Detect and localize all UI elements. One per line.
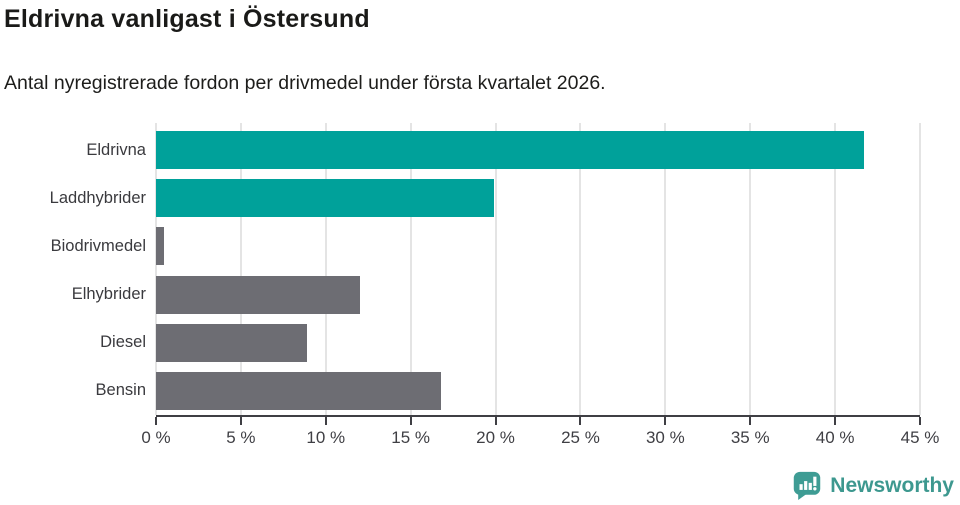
axis-tick xyxy=(155,417,157,425)
gridline xyxy=(239,123,242,415)
bar xyxy=(156,275,360,314)
category-label: Biodrivmedel xyxy=(50,236,146,255)
bar xyxy=(156,131,864,170)
gridline xyxy=(834,123,837,415)
axis-tick xyxy=(834,417,837,425)
bar-row xyxy=(156,319,920,367)
category-axis: Eldrivna Laddhybrider Biodrivmedel Elhybrid… xyxy=(0,126,146,415)
axis-tick xyxy=(409,417,412,425)
bar xyxy=(156,179,494,218)
category-label: Bensin xyxy=(95,381,146,400)
bar-row xyxy=(156,270,920,318)
gridline xyxy=(919,123,921,415)
axis-tick-label: 30 % xyxy=(645,428,685,447)
axis-tick-label: 10 % xyxy=(306,428,346,447)
axis-tick xyxy=(239,417,242,425)
axis-tick-label: 5 % xyxy=(226,428,256,447)
gridline xyxy=(579,123,582,415)
newsworthy-brand-text: Newsworthy xyxy=(830,473,954,497)
gridline xyxy=(749,123,752,415)
axis-tick xyxy=(324,417,327,425)
bar-chart-speech-bubble-icon xyxy=(794,471,821,501)
gridline xyxy=(664,123,667,415)
newsworthy-logo: Newsworthy xyxy=(792,470,954,501)
gridline xyxy=(494,123,497,415)
axis-tick-label: 45 % xyxy=(900,428,940,447)
bar-row xyxy=(156,222,920,270)
axis-tick xyxy=(494,417,497,425)
category-label: Eldrivna xyxy=(86,140,146,159)
bars xyxy=(156,126,920,415)
axis-tick-label: 40 % xyxy=(815,428,855,447)
x-axis: 0 % 5 % 10 % 15 % 20 % 25 % 30 % 35 % 40 % 45 % xyxy=(141,415,939,447)
axis-tick-label: 20 % xyxy=(476,428,515,447)
gridlines xyxy=(155,123,921,415)
gridline xyxy=(155,123,157,415)
axis-tick-label: 15 % xyxy=(391,428,431,447)
bar xyxy=(156,227,165,266)
gridline xyxy=(409,123,412,415)
category-label: Diesel xyxy=(100,333,146,352)
chart-title: Eldrivna vanligast i Östersund xyxy=(4,5,370,33)
category-label: Laddhybrider xyxy=(49,188,146,207)
chart-subtitle: Antal nyregistrerade fordon per drivmede… xyxy=(4,72,606,94)
axis-tick-label: 35 % xyxy=(730,428,770,447)
axis-tick-label: 25 % xyxy=(561,428,600,447)
axis-tick xyxy=(579,417,582,425)
axis-tick-label: 0 % xyxy=(141,428,171,447)
bar-row xyxy=(156,126,920,174)
axis-tick xyxy=(919,417,921,425)
category-label: Elhybrider xyxy=(71,285,146,304)
plot-area xyxy=(155,123,921,415)
axis-tick xyxy=(749,417,752,425)
axis-tick xyxy=(664,417,667,425)
gridline xyxy=(324,123,327,415)
bar xyxy=(156,323,308,362)
bar-row xyxy=(156,174,920,222)
bar-row xyxy=(156,367,920,415)
bar xyxy=(156,371,442,410)
